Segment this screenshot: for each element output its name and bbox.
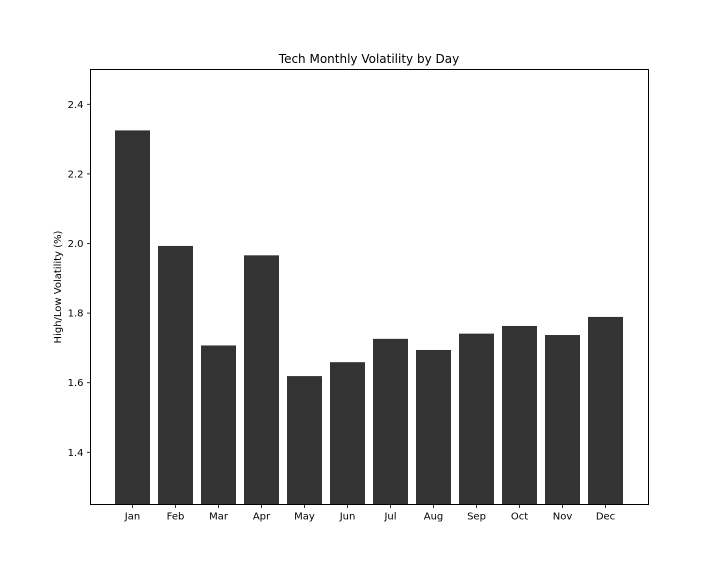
bar-jan [115,130,150,505]
x-tick-label: Aug [424,512,444,523]
x-tick-label: Nov [553,512,573,523]
x-axis: Jan Feb Mar Apr May Jun Jul Aug Sep Oct Nov Dec [124,504,615,523]
x-tick-label: Apr [253,512,271,523]
bar-sep [459,333,494,505]
x-tick-label: Jul [383,512,396,523]
x-tick-label: Sep [467,512,486,523]
y-axis-title: High/Low Volatility (%) [53,230,64,343]
bars-layer [115,130,623,505]
y-tick-label: 2.4 [68,100,84,111]
bar-dec [588,316,623,505]
y-tick-label: 1.4 [68,448,84,459]
bar-feb [158,245,193,505]
bar-mar [201,345,236,505]
x-tick-label: Oct [511,512,528,523]
bar-jun [330,362,365,505]
bar-nov [545,335,580,505]
bar-apr [244,255,279,505]
bar-may [287,376,322,505]
bar-jul [373,338,408,505]
y-tick-label: 1.8 [68,309,84,320]
y-axis: 1.4 1.6 1.8 2.0 2.2 2.4 [68,100,91,459]
bar-aug [416,349,451,505]
y-tick-label: 2.0 [68,239,84,250]
plot-frame [90,69,649,505]
x-tick-label: Mar [209,512,229,523]
x-tick-label: Feb [167,512,185,523]
x-tick-label: Jan [124,512,140,523]
y-tick-label: 1.6 [68,378,84,389]
x-tick-label: Jun [339,512,356,523]
chart-title: Tech Monthly Volatility by Day [278,52,459,66]
bar-oct [502,325,537,505]
x-tick-label: May [294,512,315,523]
x-tick-label: Dec [596,512,615,523]
y-tick-label: 2.2 [68,169,84,180]
